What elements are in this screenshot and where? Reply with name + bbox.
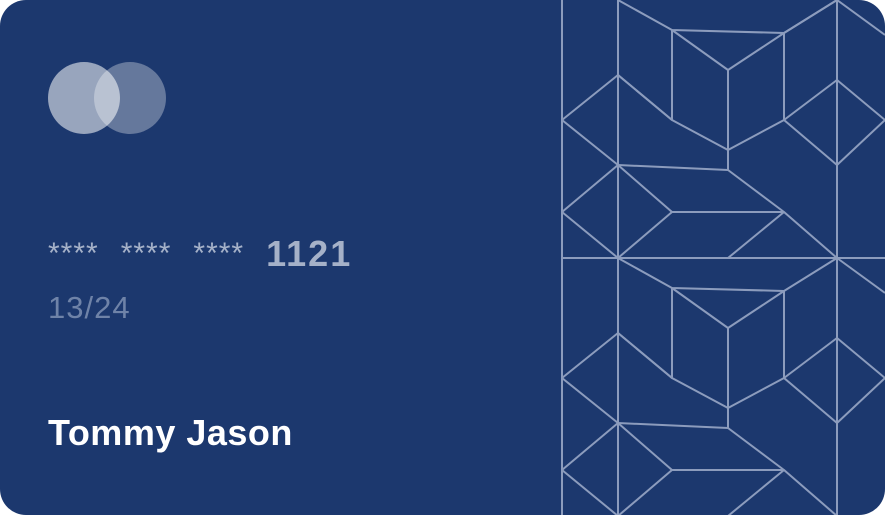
card-expiry: 13/24 — [48, 290, 131, 325]
card-number: **** **** **** 1121 — [48, 232, 352, 276]
geometric-pattern — [560, 0, 885, 515]
logo-right-circle — [94, 62, 166, 134]
card-number-last4: 1121 — [266, 233, 353, 274]
logo-left-circle — [48, 62, 120, 134]
card-network-logo-icon — [48, 62, 166, 134]
card-number-group: **** — [193, 237, 245, 270]
card-number-group: **** — [48, 237, 99, 270]
card-number-group: **** — [120, 237, 172, 270]
card-holder-name: Tommy Jason — [48, 412, 293, 453]
